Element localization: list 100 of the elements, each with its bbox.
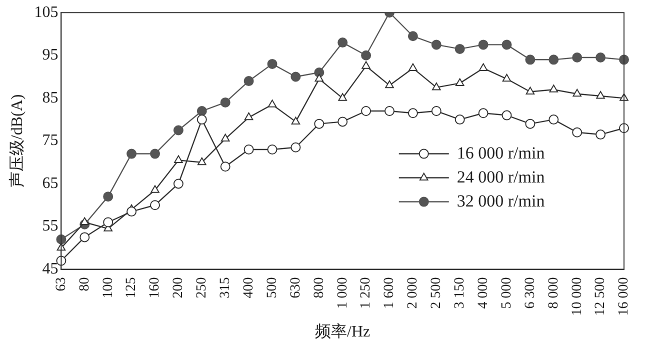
point <box>525 54 536 65</box>
point <box>80 232 90 242</box>
point <box>267 58 278 69</box>
x-tick-label: 160 <box>148 277 163 298</box>
x-tick-label: 10 000 <box>570 277 585 316</box>
point <box>126 148 137 159</box>
x-tick-label: 8 000 <box>546 277 562 309</box>
point <box>431 106 442 116</box>
point <box>478 40 488 50</box>
x-tick-label: 125 <box>124 277 140 298</box>
point <box>290 142 301 152</box>
point <box>150 148 160 159</box>
x-tick-label: 630 <box>288 277 304 298</box>
point <box>455 78 464 86</box>
point <box>198 157 206 166</box>
point <box>548 114 559 125</box>
x-tick-label: 5 000 <box>499 277 514 309</box>
point <box>572 88 582 97</box>
x-tick-label: 4 000 <box>476 277 491 309</box>
y-tick-label: 85 <box>42 89 58 106</box>
point <box>291 116 300 124</box>
point <box>314 74 324 82</box>
point <box>267 144 278 155</box>
point <box>220 162 230 172</box>
point <box>244 76 254 86</box>
point <box>572 52 582 63</box>
legend-label: 32 000 r/min <box>456 191 546 210</box>
point <box>384 106 394 116</box>
point <box>196 114 207 125</box>
point <box>338 93 347 101</box>
point <box>80 217 90 225</box>
y-tick-label: 65 <box>42 174 58 192</box>
point <box>103 217 114 228</box>
point <box>314 118 324 129</box>
point <box>361 50 372 60</box>
point <box>244 144 254 155</box>
legend-label: 24 000 r/min <box>456 167 546 186</box>
point <box>408 63 418 71</box>
point <box>362 61 370 69</box>
point <box>454 114 465 125</box>
x-tick-label: 3 150 <box>452 277 468 309</box>
x-tick-label: 1 600 <box>382 277 398 309</box>
x-tick-label: 6 300 <box>522 277 538 309</box>
point <box>268 100 277 108</box>
point <box>549 84 558 92</box>
x-tick-label: 400 <box>241 277 256 298</box>
point <box>244 112 254 120</box>
y-tick-label: 95 <box>42 46 58 64</box>
point <box>385 80 394 88</box>
point <box>432 82 441 90</box>
point <box>596 130 606 140</box>
y-tick-label: 55 <box>42 218 58 235</box>
point <box>196 106 207 116</box>
point <box>338 38 348 48</box>
x-tick-label: 500 <box>264 277 280 298</box>
point <box>220 97 230 108</box>
x-tick-label: 63 <box>54 277 69 292</box>
point <box>338 116 348 127</box>
point <box>502 74 512 82</box>
x-tick-label: 1 000 <box>335 277 350 309</box>
point <box>596 52 606 63</box>
point <box>478 108 488 118</box>
x-tick-label: 80 <box>77 277 92 292</box>
point <box>220 134 230 142</box>
point <box>478 63 488 71</box>
point <box>548 54 559 65</box>
x-tick-label: 250 <box>194 277 210 298</box>
x-tick-label: 315 <box>218 277 234 298</box>
x-tick-label: 100 <box>100 277 116 298</box>
point <box>408 31 418 42</box>
point <box>454 44 465 54</box>
point <box>526 86 535 94</box>
x-tick-label: 800 <box>312 277 327 298</box>
point <box>173 125 184 136</box>
point <box>150 200 160 210</box>
point <box>525 118 536 129</box>
y-tick-label: 105 <box>34 4 58 21</box>
x-tick-label: 2 000 <box>406 277 421 309</box>
x-tick-label: 1 250 <box>358 277 374 309</box>
point <box>408 108 418 118</box>
point <box>126 206 137 217</box>
point <box>596 91 605 99</box>
point <box>103 192 114 202</box>
point <box>174 155 183 163</box>
y-tick-label: 75 <box>42 132 58 150</box>
point <box>572 127 582 138</box>
x-tick-label: 16 000 <box>616 277 632 316</box>
point <box>290 72 301 82</box>
x-tick-label: 200 <box>171 277 186 298</box>
point <box>150 185 160 193</box>
point <box>502 40 512 50</box>
legend-label: 16 000 r/min <box>456 143 546 162</box>
point <box>361 106 372 116</box>
point <box>431 40 442 50</box>
x-tick-label: 12 500 <box>593 277 608 316</box>
point <box>502 110 512 120</box>
y-axis-title: 声压级/dB(A) <box>8 94 26 188</box>
x-axis-title: 频率/Hz <box>315 322 370 341</box>
y-tick-label: 45 <box>42 260 58 278</box>
x-tick-label: 2 500 <box>429 277 444 309</box>
